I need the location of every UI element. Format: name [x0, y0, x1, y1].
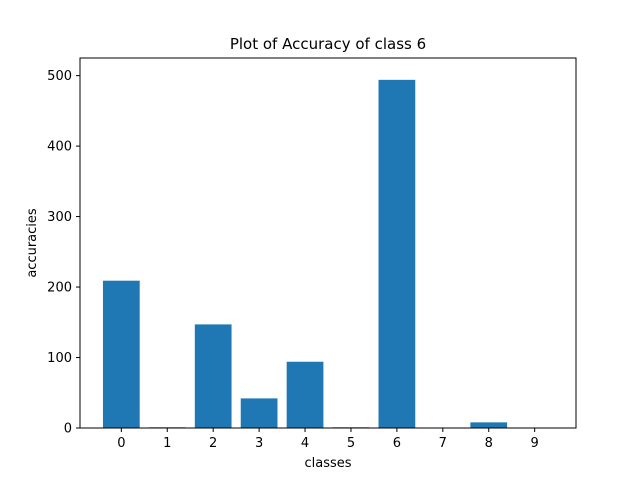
x-tick-label: 7 [439, 436, 447, 451]
plot-area-frame [79, 57, 577, 429]
x-tick-label: 5 [347, 436, 355, 451]
bar-class-6 [378, 79, 416, 428]
y-axis-label: accuracies [25, 208, 40, 278]
bar-class-3 [240, 398, 278, 428]
x-axis-label: classes [304, 456, 351, 471]
y-tick-label: 100 [47, 351, 72, 366]
x-tick-label: 3 [255, 436, 263, 451]
y-tick-label: 300 [47, 210, 72, 225]
x-tick-label: 2 [209, 436, 217, 451]
bar-class-4 [286, 361, 324, 428]
chart-title: Plot of Accuracy of class 6 [230, 35, 426, 53]
bars-group [102, 79, 508, 428]
x-axis-ticks: 0 1 2 3 4 5 6 7 8 9 [117, 428, 539, 451]
y-tick-label: 500 [47, 69, 72, 84]
x-tick-label: 9 [531, 436, 539, 451]
y-axis-ticks: 0 100 200 300 400 500 [47, 69, 80, 437]
bar-class-0 [102, 280, 140, 428]
bar-class-8 [470, 422, 508, 428]
bar-class-2 [194, 324, 232, 428]
x-tick-label: 8 [485, 436, 493, 451]
y-tick-label: 200 [47, 281, 72, 296]
x-tick-label: 1 [163, 436, 171, 451]
y-tick-label: 0 [64, 422, 72, 437]
y-tick-label: 400 [47, 140, 72, 155]
x-tick-label: 6 [393, 436, 401, 451]
x-tick-label: 4 [301, 436, 309, 451]
x-tick-label: 0 [117, 436, 125, 451]
